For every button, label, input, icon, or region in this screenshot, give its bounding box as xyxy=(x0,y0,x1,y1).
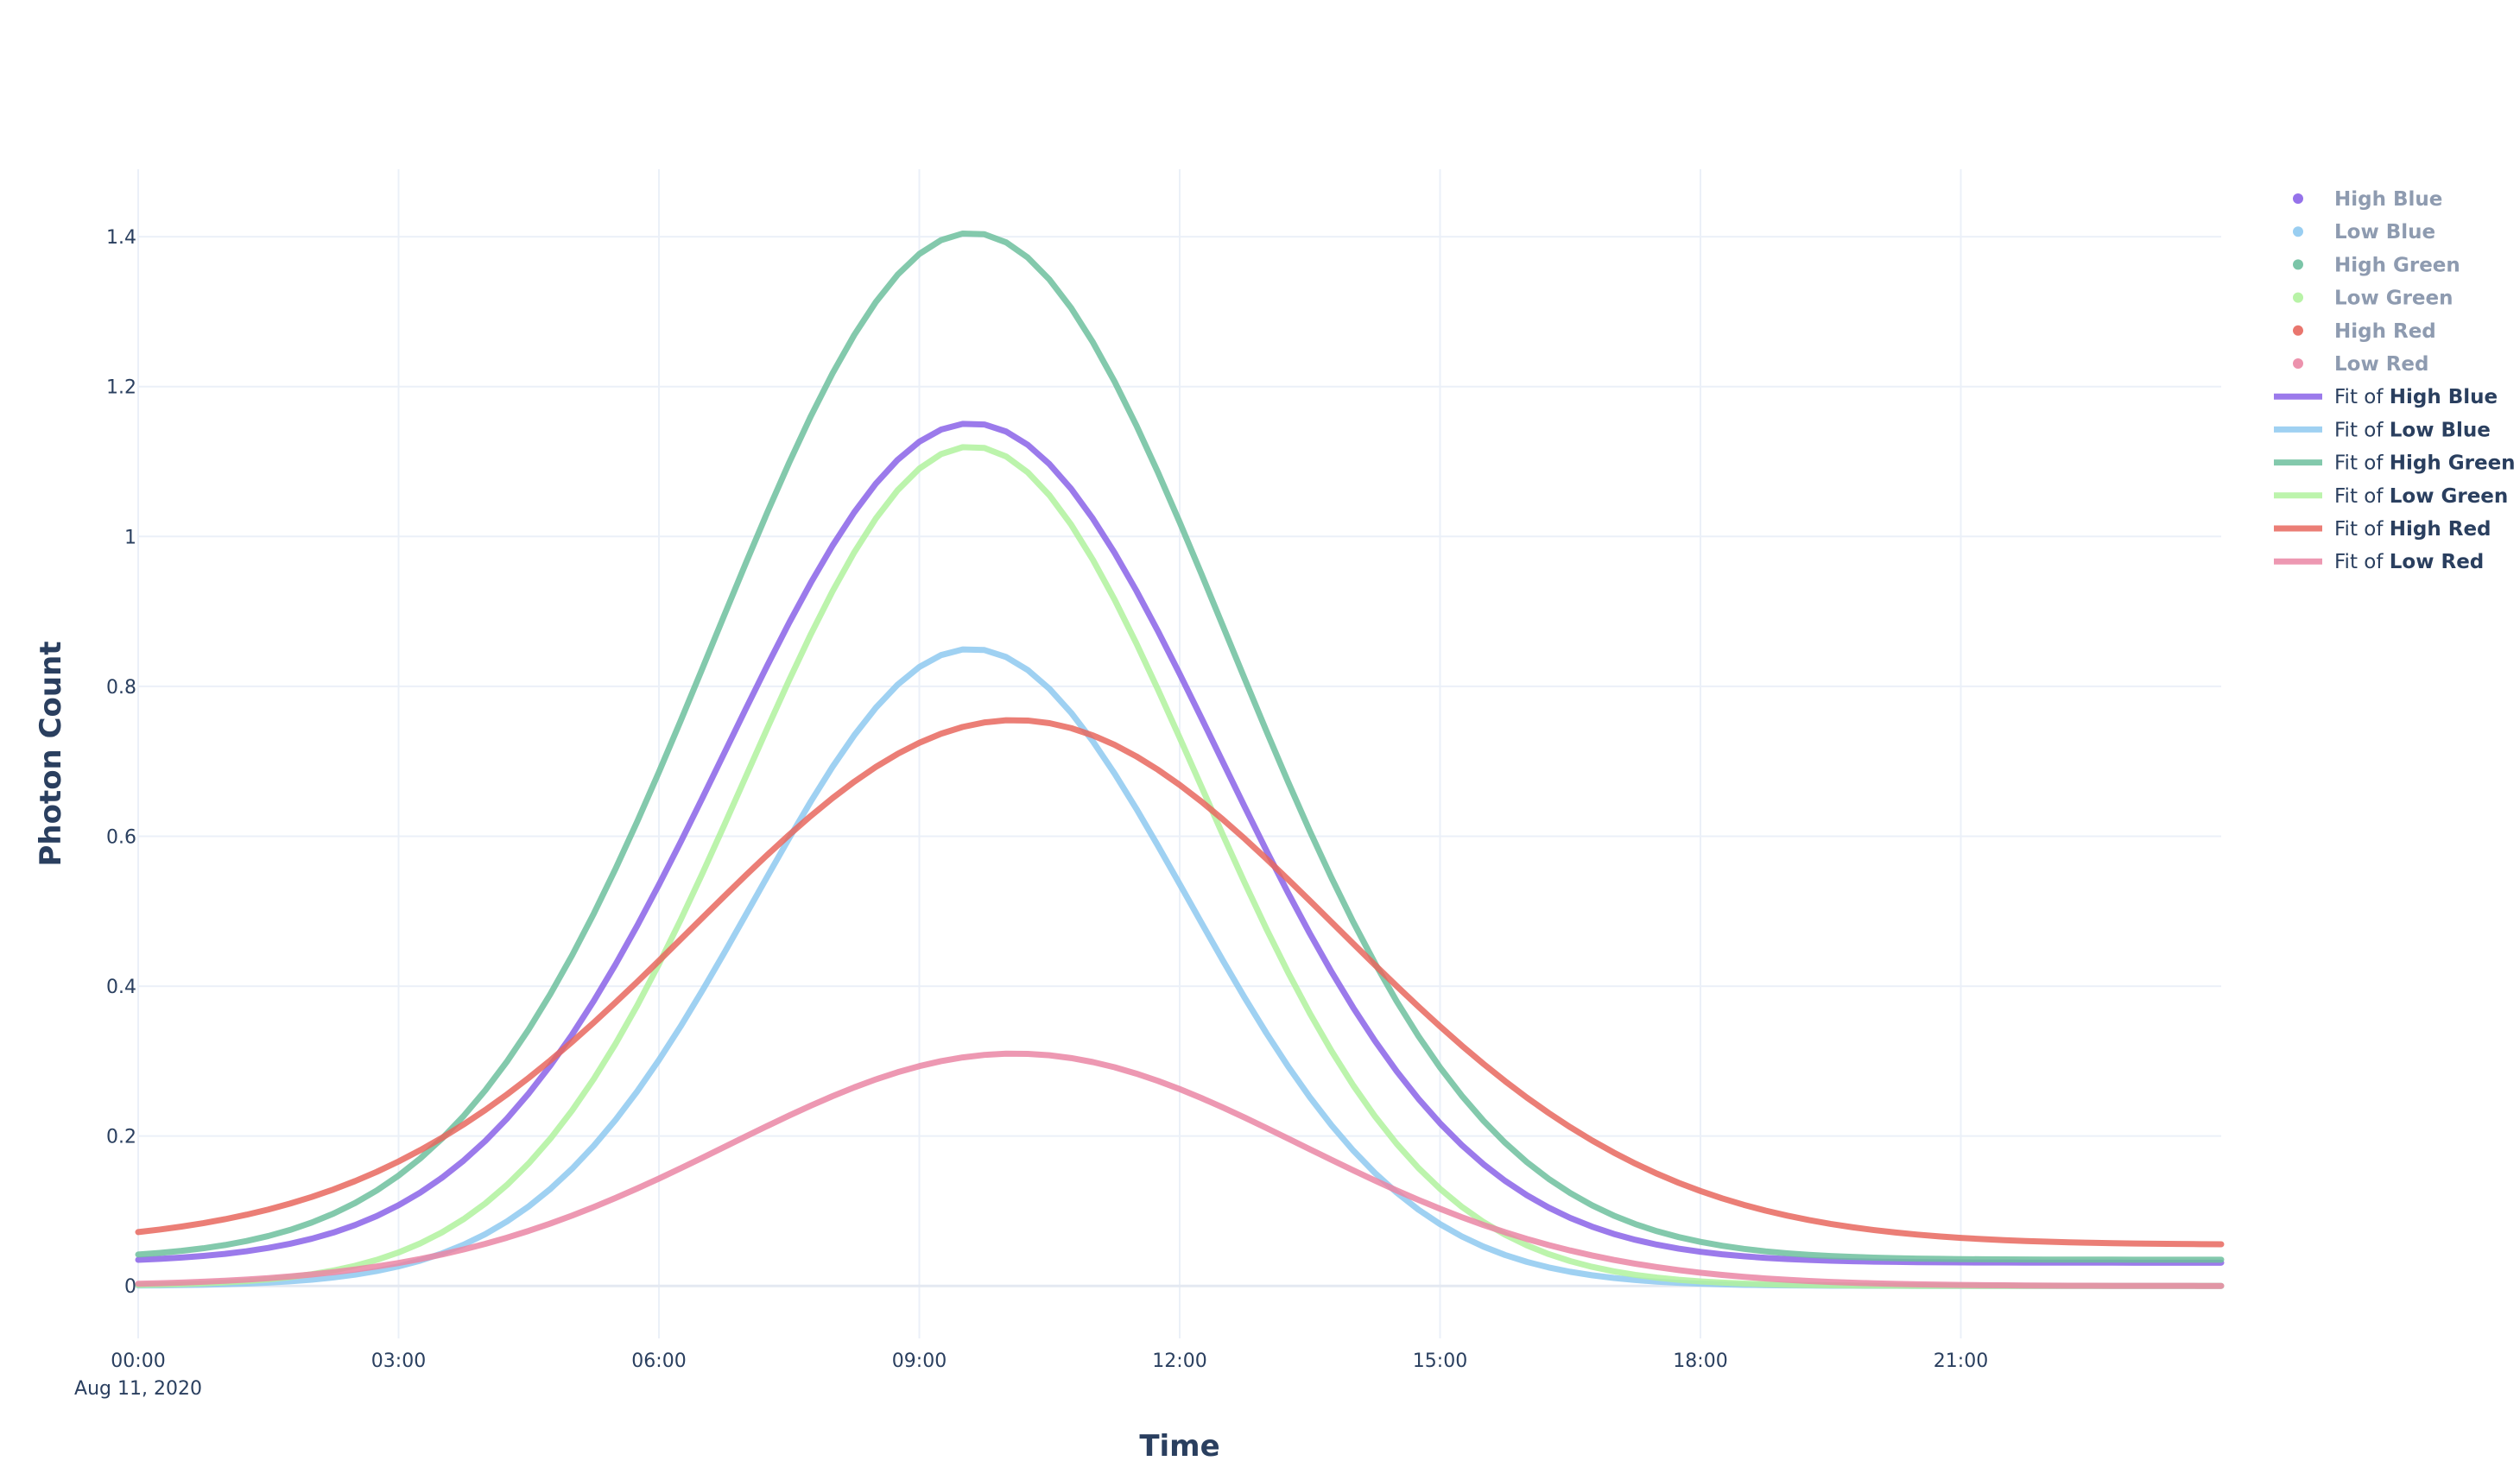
y-tick-label: 0 xyxy=(124,1276,136,1298)
x-tick-label: 03:00 xyxy=(371,1350,426,1372)
legend-label: High Green xyxy=(2334,254,2460,276)
legend-item-fit-of-low-blue[interactable]: Fit of Low Blue xyxy=(2274,419,2491,441)
series-line-low-red xyxy=(135,1050,2225,1289)
legend-marker xyxy=(2293,292,2303,303)
y-tick-label: 1 xyxy=(124,527,136,548)
series-line-high-green xyxy=(135,230,2225,1263)
legend-item-fit-of-low-green[interactable]: Fit of Low Green xyxy=(2274,485,2508,508)
legend-label: Fit of Low Green xyxy=(2334,485,2508,508)
legend-item-fit-of-high-blue[interactable]: Fit of High Blue xyxy=(2274,386,2498,408)
x-tick-label: 12:00 xyxy=(1152,1350,1206,1372)
x-tick-label: 06:00 xyxy=(631,1350,686,1372)
legend-marker xyxy=(2293,325,2303,336)
legend-label: Low Red xyxy=(2334,353,2429,376)
legend-label: Fit of High Blue xyxy=(2334,386,2498,408)
legend-label: High Red xyxy=(2334,320,2436,343)
legend-marker xyxy=(2293,259,2303,270)
x-tick-label: 00:00 xyxy=(111,1350,165,1372)
legend-item-fit-of-high-green[interactable]: Fit of High Green xyxy=(2274,452,2516,475)
x-date-label: Aug 11, 2020 xyxy=(74,1378,202,1400)
series-line-high-red xyxy=(135,717,2225,1248)
legend-marker xyxy=(2293,193,2303,204)
x-tick-label: 15:00 xyxy=(1413,1350,1467,1372)
y-tick-labels: 0 0.2 0.4 0.6 0.8 1 1.2 1.4 xyxy=(106,227,136,1298)
legend-label: Fit of Low Red xyxy=(2334,551,2484,573)
y-tick-label: 0.4 xyxy=(106,977,136,998)
x-axis: 00:00 03:00 06:00 09:00 12:00 15:00 18:00 21:00… xyxy=(74,1350,1988,1464)
legend-label: Fit of High Red xyxy=(2334,518,2492,541)
legend-item-high-green[interactable]: High Green xyxy=(2293,254,2460,276)
legend-marker xyxy=(2293,226,2303,237)
x-tick-label: 09:00 xyxy=(892,1350,947,1372)
plot-area xyxy=(135,230,2225,1289)
legend-label: Low Green xyxy=(2334,288,2454,310)
x-tick-label: 18:00 xyxy=(1673,1350,1727,1372)
y-tick-label: 1.2 xyxy=(106,377,136,399)
y-tick-label: 1.4 xyxy=(106,227,136,249)
legend[interactable]: High Blue Low Blue High Green Low Green High… xyxy=(2274,188,2516,573)
legend-marker xyxy=(2293,358,2303,369)
y-tick-label: 0.2 xyxy=(106,1127,136,1148)
y-tick-label: 0.6 xyxy=(106,826,136,848)
x-tick-labels: 00:00 03:00 06:00 09:00 12:00 15:00 18:00 21:00 xyxy=(111,1350,1988,1372)
y-tick-label: 0.8 xyxy=(106,677,136,699)
legend-item-low-red[interactable]: Low Red xyxy=(2293,353,2429,376)
legend-label: Fit of Low Blue xyxy=(2334,419,2491,441)
legend-item-high-blue[interactable]: High Blue xyxy=(2293,188,2442,211)
grid-lines xyxy=(137,169,2221,1338)
x-axis-title: Time xyxy=(1139,1429,1219,1464)
legend-item-low-green[interactable]: Low Green xyxy=(2293,288,2454,310)
x-tick-label: 21:00 xyxy=(1934,1350,1988,1372)
legend-label: Low Blue xyxy=(2334,221,2435,244)
legend-item-high-red[interactable]: High Red xyxy=(2293,320,2436,343)
legend-item-low-blue[interactable]: Low Blue xyxy=(2293,221,2435,244)
y-axis: 0 0.2 0.4 0.6 0.8 1 1.2 1.4 Photon Count xyxy=(34,227,136,1298)
series-line-high-blue xyxy=(135,421,2225,1266)
legend-item-fit-of-high-red[interactable]: Fit of High Red xyxy=(2274,518,2492,541)
y-axis-title: Photon Count xyxy=(34,641,68,866)
legend-item-fit-of-low-red[interactable]: Fit of Low Red xyxy=(2274,551,2484,573)
legend-label: Fit of High Green xyxy=(2334,452,2516,475)
legend-label: High Blue xyxy=(2334,188,2442,211)
